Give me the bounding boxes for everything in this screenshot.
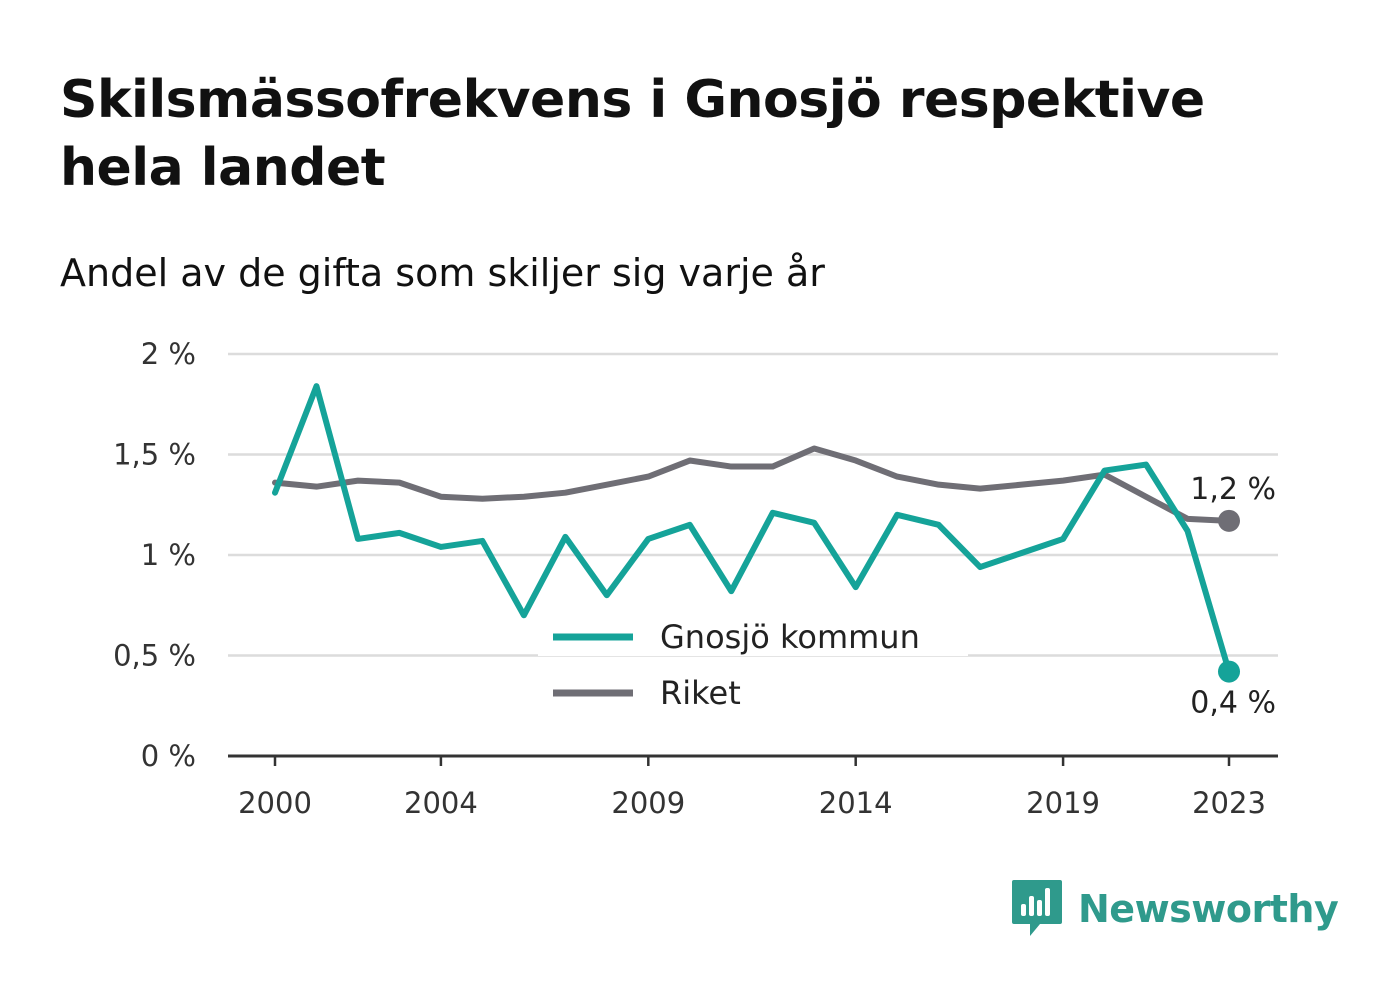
end-point-gnosjo [1218,660,1240,683]
newsworthy-logo-icon [1012,880,1062,936]
series-lines [272,383,1240,683]
y-tick-labels: 0 % 0,5 % 1 % 1,5 % 2 % [113,337,196,773]
y-tick-label: 2 % [141,337,196,371]
series-line-gnosjo [272,383,1232,675]
y-tick-label: 0,5 % [113,639,196,673]
chart-subtitle: Andel av de gifta som skiljer sig varje … [60,251,825,295]
x-tick-label: 2004 [404,786,478,820]
legend: Gnosjö kommun Riket [538,612,968,712]
end-label-gnosjo: 0,4 % [1190,686,1276,721]
x-tick-label: 2014 [819,786,893,820]
chart-title: Skilsmässofrekvens i Gnosjö respektive h… [60,70,1205,198]
x-tick-label: 2019 [1026,786,1100,820]
brand-name: Newsworthy [1078,887,1339,931]
end-labels: 1,2 % 0,4 % [1190,472,1276,721]
x-axis: 2000 2004 2009 2014 2019 2023 [228,754,1278,820]
y-tick-label: 1 % [141,538,196,572]
end-label-riket: 1,2 % [1190,472,1276,507]
grid-lines [228,352,1278,657]
newsworthy-logo: Newsworthy [1010,878,1339,940]
series-line-riket [272,445,1232,524]
y-tick-label: 0 % [141,739,196,773]
end-point-riket [1218,509,1240,532]
x-tick-label: 2009 [611,786,685,820]
legend-label: Riket [660,674,741,712]
y-tick-label: 1,5 % [113,438,196,472]
x-tick-label: 2000 [238,786,312,820]
legend-label: Gnosjö kommun [660,618,920,656]
x-tick-label: 2023 [1192,786,1266,820]
